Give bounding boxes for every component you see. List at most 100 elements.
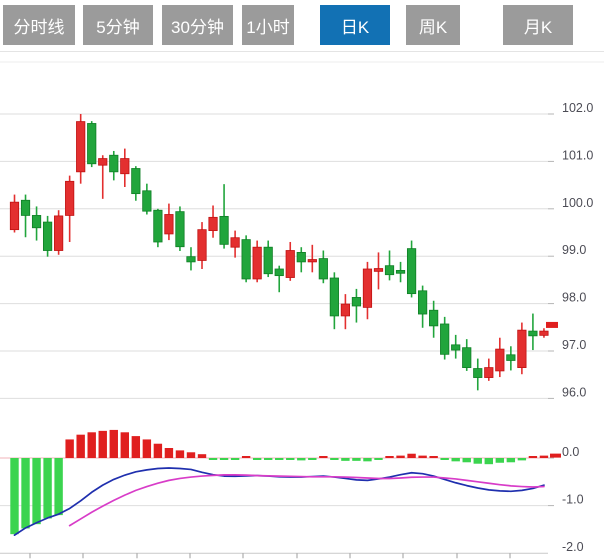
tab-timeline[interactable]: 分时线 [3,5,75,45]
macd-axis-label: -1.0 [562,493,584,507]
macd-bar-negative [275,458,284,460]
macd-bar-positive [186,452,196,458]
candle-body-down [241,239,251,280]
candle-body-up [230,237,240,248]
macd-bar-positive [418,455,427,458]
tab-daily-k[interactable]: 日K [320,5,390,45]
macd-axis-label: -2.0 [562,540,584,554]
macd-bar-positive [142,439,152,458]
candle-body-up [65,180,75,216]
candle-body-up [373,268,384,272]
candle-body-down [20,199,31,216]
macd-bar-negative [363,458,372,462]
candle-body-up [252,246,262,280]
candle-body-down [440,323,450,355]
period-tabbar: 分时线 5分钟 30分钟 1小时 日K 周K 月K [0,5,604,46]
candle-body-down [451,344,461,351]
dif-line [13,467,545,536]
price-axis-label: 98.0 [562,291,586,305]
macd-bar-negative [263,458,273,460]
candle-body-down [384,265,395,276]
candle-body-up [539,330,549,336]
candle-body-down [506,354,516,361]
macd-bar-negative [21,458,30,529]
candle-body-up [517,329,527,368]
candle-body-down [462,347,472,368]
macd-bar-negative [374,458,383,460]
macd-bar-positive [76,434,85,458]
macd-bar-positive [319,456,328,458]
candle-body-down [395,270,406,274]
candle-body-up [362,268,373,308]
tab-monthly-k[interactable]: 月K [503,5,573,45]
price-axis-label: 96.0 [562,385,586,399]
macd-bar-negative [308,458,317,460]
macd-bar-negative [330,458,339,460]
tab-30min[interactable]: 30分钟 [162,5,233,45]
candle-body-down [418,290,428,315]
candle-body-down [175,211,185,248]
macd-bar-positive [241,456,251,458]
candle-body-down [473,368,483,378]
macd-bar-negative [517,458,527,461]
macd-bar-positive [539,455,549,458]
macd-bar-negative [440,458,449,460]
candle-body-down [406,248,417,295]
candle-body-up [197,229,207,261]
macd-bar-negative [230,458,240,460]
macd-bar-negative [506,458,516,463]
candle-body-up [54,215,64,251]
macd-bar-positive [164,448,174,458]
price-axis-label: 99.0 [562,243,586,257]
candle-body-up [164,214,174,235]
price-axis-label: 97.0 [562,338,586,352]
macd-bar-positive [120,432,129,458]
candle-body-up [307,259,317,263]
candle-body-down [87,123,97,165]
macd-bar-positive [65,439,74,458]
candle-body-down [131,168,141,195]
macd-bar-positive [407,453,416,458]
macd-bar-negative [352,458,361,461]
candle-body-up [76,121,86,173]
candle-body-down [329,277,339,317]
macd-bar-negative [252,458,262,460]
macd-bar-negative [495,458,505,463]
macd-bar-positive [385,456,394,458]
macd-bar-positive [109,429,118,458]
price-axis-label: 102.0 [562,101,593,115]
macd-bar-negative [10,458,19,535]
candle-body-down [296,252,306,263]
tab-weekly-k[interactable]: 周K [406,5,460,45]
macd-bar-negative [286,458,295,460]
macd-bar-negative [341,458,350,461]
candle-body-up [98,158,108,166]
candle-body-down [429,309,439,327]
candle-body-down [31,215,42,229]
macd-bar-negative [43,458,52,519]
macd-bar-negative [32,458,41,525]
macd-bar-negative [462,458,471,463]
dea-line [68,474,545,527]
candle-body-up [285,250,295,278]
macd-bar-negative [208,458,218,460]
candle-body-down [219,215,229,245]
price-axis-label: 101.0 [562,148,593,162]
candle-body-up [9,201,20,231]
macd-bar-positive [197,454,207,458]
candle-body-down [351,297,362,307]
tab-5min[interactable]: 5分钟 [83,5,153,45]
candle-body-up [208,216,218,232]
candle-body-up [495,348,505,372]
macd-bar-positive [429,456,438,458]
tab-1hour[interactable]: 1小时 [242,5,294,45]
candle-body-down [528,330,538,337]
candle-body-down [109,154,119,173]
candle-body-down [42,221,53,251]
price-axis-label: 100.0 [562,196,593,210]
candle-body-up [340,303,351,317]
macd-axis-label: 0.0 [562,445,579,459]
macd-bar-negative [451,458,460,462]
